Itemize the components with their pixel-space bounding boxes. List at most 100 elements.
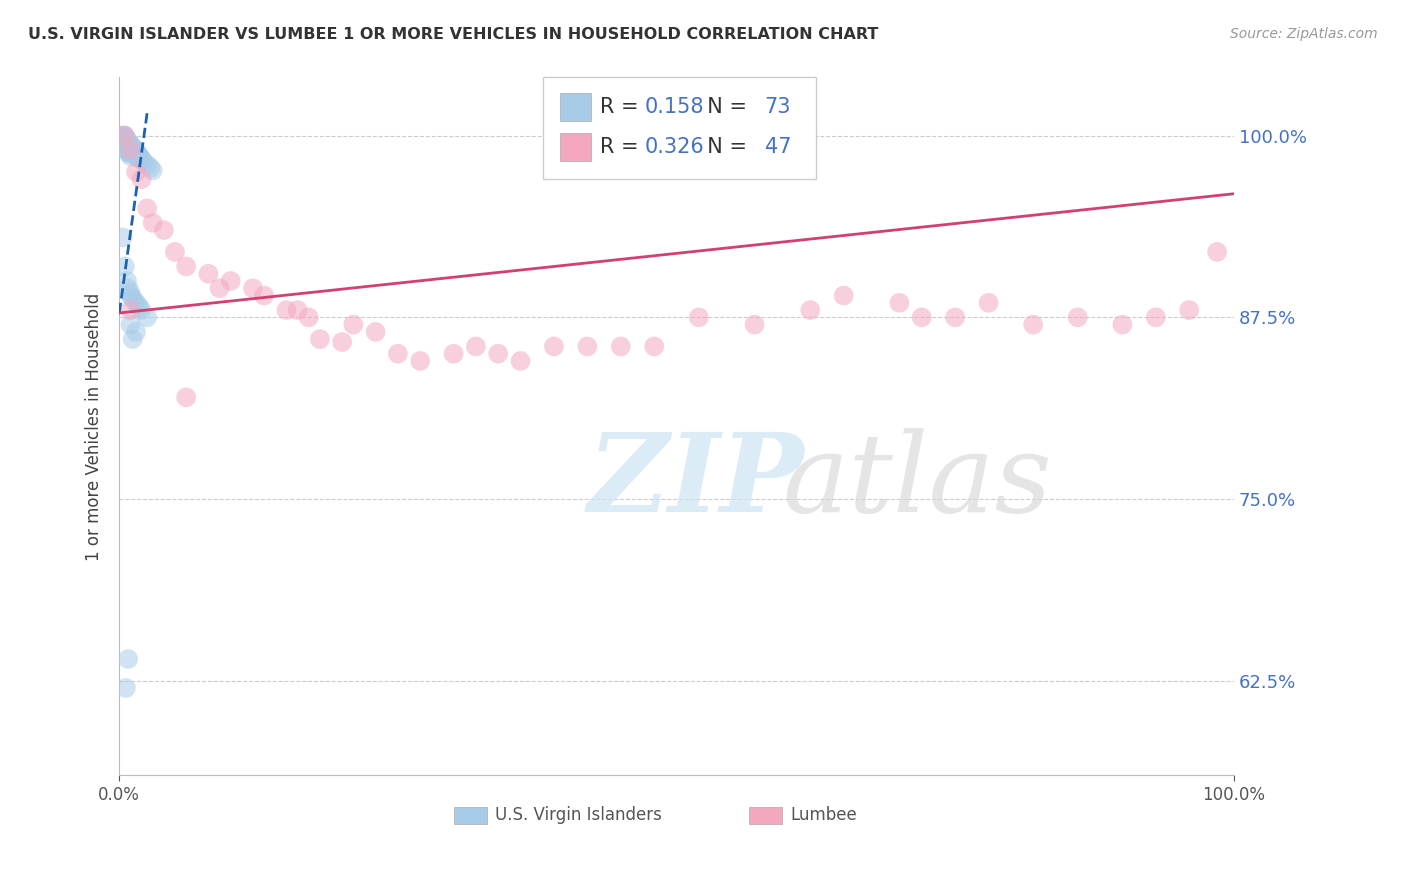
Point	[122, 142, 145, 156]
Point	[443, 347, 465, 361]
Point	[118, 138, 141, 153]
Point	[114, 137, 136, 152]
Point	[124, 143, 146, 157]
Y-axis label: 1 or more Vehicles in Household: 1 or more Vehicles in Household	[86, 293, 103, 560]
Point	[219, 274, 242, 288]
Point	[242, 281, 264, 295]
Point	[610, 339, 633, 353]
Point	[124, 294, 146, 309]
Point	[118, 136, 141, 150]
Point	[117, 146, 139, 161]
Point	[197, 267, 219, 281]
Text: 73: 73	[765, 97, 792, 118]
Point	[115, 143, 138, 157]
Point	[120, 143, 142, 157]
Point	[136, 158, 159, 172]
Point	[127, 297, 149, 311]
Point	[115, 135, 138, 149]
Point	[121, 146, 143, 161]
Text: 0.158: 0.158	[644, 97, 704, 118]
Point	[174, 390, 197, 404]
Point	[509, 354, 531, 368]
Text: R =: R =	[599, 97, 645, 118]
Point	[127, 146, 149, 161]
Point	[117, 135, 139, 149]
Point	[115, 274, 138, 288]
Point	[118, 142, 141, 156]
Point	[114, 135, 136, 149]
Point	[125, 325, 148, 339]
Point	[127, 149, 149, 163]
Point	[122, 145, 145, 159]
Text: Source: ZipAtlas.com: Source: ZipAtlas.com	[1230, 27, 1378, 41]
Point	[799, 303, 821, 318]
Text: U.S. Virgin Islanders: U.S. Virgin Islanders	[495, 806, 662, 824]
Point	[121, 292, 143, 306]
Point	[943, 310, 966, 325]
Text: R =: R =	[599, 137, 645, 157]
Point	[111, 230, 134, 244]
Point	[121, 142, 143, 156]
Point	[276, 303, 298, 318]
Point	[1022, 318, 1045, 332]
Point	[543, 339, 565, 353]
Point	[112, 131, 135, 145]
Point	[139, 161, 162, 175]
Point	[115, 133, 138, 147]
FancyBboxPatch shape	[749, 806, 782, 824]
Text: N =: N =	[695, 97, 754, 118]
Point	[131, 172, 153, 186]
Point	[1206, 244, 1229, 259]
Point	[1144, 310, 1167, 325]
Point	[115, 137, 138, 152]
Point	[127, 150, 149, 164]
Point	[124, 146, 146, 161]
Point	[127, 147, 149, 161]
Point	[464, 339, 486, 353]
Point	[643, 339, 665, 353]
Point	[125, 147, 148, 161]
Point	[174, 260, 197, 274]
Point	[114, 140, 136, 154]
Text: Lumbee: Lumbee	[790, 806, 856, 824]
Point	[120, 303, 142, 318]
Text: U.S. VIRGIN ISLANDER VS LUMBEE 1 OR MORE VEHICLES IN HOUSEHOLD CORRELATION CHART: U.S. VIRGIN ISLANDER VS LUMBEE 1 OR MORE…	[28, 27, 879, 42]
Point	[576, 339, 599, 353]
Point	[977, 295, 1000, 310]
Point	[120, 143, 142, 157]
Text: 47: 47	[765, 137, 792, 157]
Point	[153, 223, 176, 237]
FancyBboxPatch shape	[560, 94, 591, 121]
Point	[287, 303, 309, 318]
Point	[114, 128, 136, 143]
Point	[117, 140, 139, 154]
Point	[298, 310, 321, 325]
Point	[121, 138, 143, 153]
Point	[120, 318, 142, 332]
Point	[911, 310, 934, 325]
Point	[115, 131, 138, 145]
Point	[125, 165, 148, 179]
Point	[120, 149, 142, 163]
Point	[1067, 310, 1090, 325]
Point	[117, 281, 139, 295]
Point	[136, 202, 159, 216]
Point	[1178, 303, 1201, 318]
Point	[131, 303, 153, 318]
Point	[208, 281, 231, 295]
Point	[120, 137, 142, 152]
Point	[117, 143, 139, 157]
Point	[121, 145, 143, 159]
Point	[121, 332, 143, 346]
Point	[118, 145, 141, 159]
FancyBboxPatch shape	[560, 133, 591, 161]
Point	[115, 140, 138, 154]
Text: N =: N =	[695, 137, 754, 157]
Point	[128, 149, 150, 163]
Point	[115, 137, 138, 152]
Point	[125, 145, 148, 159]
Point	[117, 137, 139, 152]
Point	[744, 318, 766, 332]
Point	[121, 143, 143, 157]
Text: atlas: atlas	[782, 428, 1052, 536]
